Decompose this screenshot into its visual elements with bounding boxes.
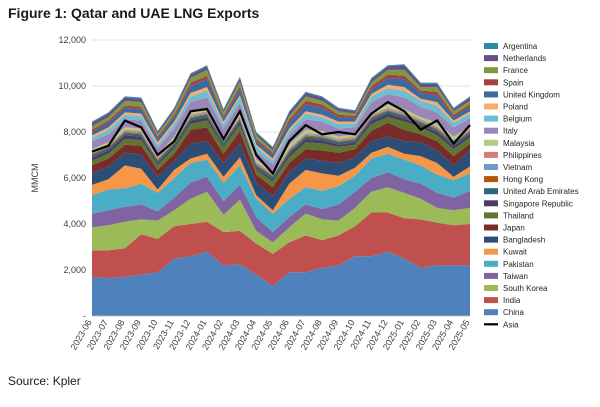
legend-swatch — [484, 164, 498, 170]
area-spain — [92, 74, 470, 155]
y-tick-label: 2,000 — [63, 265, 86, 275]
y-tick-label: 8,000 — [63, 127, 86, 137]
chart-title: Figure 1: Qatar and UAE LNG Exports — [8, 5, 260, 21]
legend-swatch — [484, 309, 498, 316]
area-united-kingdom — [92, 77, 470, 159]
y-tick-label: 10,000 — [58, 81, 86, 91]
legend-swatch — [484, 79, 498, 86]
legend-swatch — [484, 200, 498, 207]
legend-label: Pakistan — [503, 260, 534, 269]
legend-label: Japan — [503, 224, 525, 233]
legend-swatch — [484, 212, 498, 219]
legend-swatch — [484, 297, 498, 304]
legend-swatch — [484, 103, 498, 110]
legend-label: Singapore Republic — [503, 199, 573, 208]
legend-swatch — [484, 115, 498, 122]
source-note: Source: Kpler — [8, 374, 81, 388]
legend-label: Philippines — [503, 151, 542, 160]
legend-swatch — [484, 188, 498, 195]
legend-label: Spain — [503, 78, 523, 87]
y-tick-label: 12,000 — [58, 35, 86, 45]
area-united-arab-emirates — [92, 111, 470, 180]
legend-label: United Kingdom — [503, 90, 560, 99]
area-china — [92, 251, 470, 316]
y-tick-label: 6,000 — [63, 173, 86, 183]
area-belgium — [92, 88, 470, 165]
legend-label: Taiwan — [503, 272, 528, 281]
area-hong-kong — [92, 110, 470, 177]
legend-label: Italy — [503, 127, 518, 136]
area-thailand — [92, 117, 470, 188]
legend: Argentina Netherlands France Spain United Ki… — [484, 42, 579, 329]
area-philippines — [92, 107, 470, 175]
legend-swatch — [484, 248, 498, 255]
y-axis-label: MMCM — [30, 164, 40, 193]
legend-label: India — [503, 296, 521, 305]
legend-label: Belgium — [503, 115, 532, 124]
legend-label: Asia — [503, 320, 519, 329]
legend-swatch — [484, 67, 498, 74]
area-france — [92, 69, 470, 153]
line-asia — [91, 100, 471, 176]
legend-swatch — [484, 236, 498, 243]
legend-swatch — [484, 224, 498, 231]
legend-swatch — [484, 139, 498, 146]
legend-swatch — [484, 272, 498, 279]
legend-label: Vietnam — [503, 163, 533, 172]
legend-label: France — [503, 66, 528, 75]
legend-swatch — [484, 285, 498, 291]
legend-swatch — [484, 55, 498, 62]
legend-label: Netherlands — [503, 54, 546, 63]
legend-label: China — [503, 308, 524, 317]
legend-label: Bangladesh — [503, 236, 545, 245]
legend-label: Hong Kong — [503, 175, 543, 184]
legend-swatch — [484, 260, 498, 267]
legend-label: Kuwait — [503, 248, 528, 257]
legend-label: South Korea — [503, 284, 548, 293]
area-taiwan — [92, 172, 470, 243]
legend-swatch — [484, 176, 498, 183]
area-singapore-republic — [92, 113, 470, 182]
legend-swatch — [484, 127, 498, 134]
area-south-korea — [92, 187, 470, 254]
area-japan — [92, 122, 470, 197]
legend-swatch — [484, 43, 498, 49]
area-kuwait — [92, 146, 470, 214]
y-tick-label: - — [83, 311, 86, 321]
legend-label: Malaysia — [503, 139, 535, 148]
area-vietnam — [92, 109, 470, 176]
area-india — [92, 212, 470, 287]
area-italy — [92, 94, 470, 172]
area-pakistan — [92, 153, 470, 233]
legend-swatch — [484, 151, 498, 158]
area-poland — [92, 84, 470, 161]
legend-label: Thailand — [503, 211, 534, 220]
asia-line — [91, 100, 471, 176]
legend-swatch — [484, 91, 498, 98]
area-bangladesh — [92, 136, 470, 211]
legend-label: Poland — [503, 103, 528, 112]
legend-label: Argentina — [503, 42, 538, 51]
y-tick-label: 4,000 — [63, 219, 86, 229]
legend-label: United Arab Emirates — [503, 187, 579, 196]
area-series — [92, 64, 470, 316]
